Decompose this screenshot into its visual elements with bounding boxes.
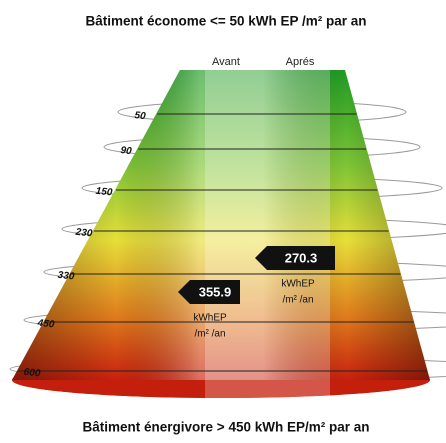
column-label: Aprés <box>286 56 315 68</box>
level-label: 230 <box>74 227 93 240</box>
energy-diagram: Bâtiment économe <= 50 kWh EP /m² par an… <box>0 0 446 443</box>
level-label: 90 <box>120 145 133 157</box>
marker-unit: /m² /an <box>194 329 225 340</box>
level-label: 450 <box>36 318 55 331</box>
bottom-title: Bâtiment énergivore > 450 kWh EP/m² par … <box>83 420 370 435</box>
marker-unit: kWhEP <box>193 313 227 324</box>
column-label: Avant <box>212 56 240 68</box>
level-label: 330 <box>57 270 75 283</box>
center-band <box>205 70 330 410</box>
level-label: 600 <box>23 367 41 380</box>
level-label: 50 <box>134 110 147 122</box>
cone <box>12 70 430 410</box>
marker-value: 355.9 <box>199 284 232 299</box>
marker-unit: /m² /an <box>282 295 313 306</box>
marker-unit: kWhEP <box>281 279 315 290</box>
top-title: Bâtiment économe <= 50 kWh EP /m² par an <box>85 14 366 29</box>
level-label: 150 <box>95 186 113 199</box>
marker-value: 270.3 <box>285 250 318 265</box>
